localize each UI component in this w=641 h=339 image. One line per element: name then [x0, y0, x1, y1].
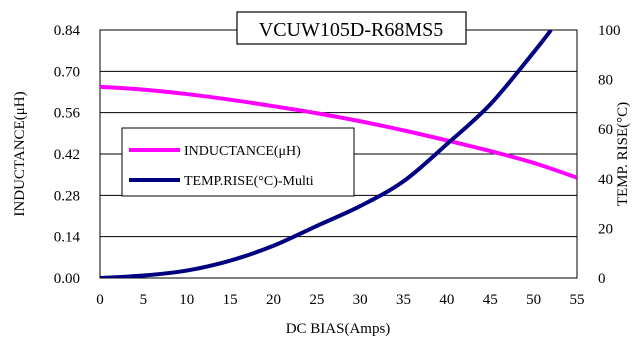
y-left-tick-label-1: 0.14: [54, 230, 81, 246]
x-tick-label-5: 5: [140, 292, 148, 308]
x-tick-labels: 0 5 10 15 20 25 30 35 40 45 50 55: [96, 292, 584, 308]
y-right-tick-labels: 0 20 40 60 80 100: [598, 23, 621, 287]
y-right-tick-label-20: 20: [598, 221, 613, 237]
x-axis-label: DC BIAS(Amps): [286, 321, 391, 337]
series-lines: [100, 30, 577, 278]
x-tick-label-20: 20: [266, 292, 281, 308]
legend-label-inductance: INDUCTANCE(μH): [184, 144, 301, 159]
x-tick-label-50: 50: [526, 292, 541, 308]
series-line-inductance: [100, 84, 577, 180]
chart-title: VCUW105D-R68MS5: [259, 19, 443, 41]
x-tick-label-55: 55: [570, 292, 585, 308]
x-tick-label-30: 30: [353, 292, 368, 308]
x-tick-label-0: 0: [96, 292, 104, 308]
y-right-tick-label-100: 100: [598, 23, 621, 39]
y-left-tick-label-4: 0.56: [54, 106, 81, 122]
y-left-tick-labels: 0.00 0.14 0.28 0.42 0.56 0.70 0.84: [54, 23, 81, 287]
x-tick-label-25: 25: [309, 292, 324, 308]
y-left-tick-label-3: 0.42: [54, 147, 80, 163]
y-left-tick-label-6: 0.84: [54, 23, 81, 39]
y-left-axis-label: INDUCTANCE(μH): [12, 91, 28, 216]
y-right-tick-label-60: 60: [598, 122, 613, 138]
y-right-tick-label-80: 80: [598, 73, 613, 89]
y-left-tick-label-2: 0.28: [54, 188, 80, 204]
legend-box: [121, 127, 355, 197]
x-tick-label-45: 45: [483, 292, 498, 308]
x-tick-label-15: 15: [223, 292, 238, 308]
y-right-tick-label-0: 0: [598, 271, 606, 287]
legend-label-temp-rise: TEMP.RISE(°C)-Multi: [184, 174, 314, 189]
series-line-temp-rise: [100, 30, 553, 278]
y-left-tick-label-0: 0.00: [54, 271, 80, 287]
y-right-tick-label-40: 40: [598, 172, 613, 188]
title-box: [236, 11, 467, 45]
x-tick-label-35: 35: [396, 292, 411, 308]
y-left-tick-label-5: 0.70: [54, 64, 80, 80]
y-right-axis-label: TEMP. RISE(°C): [615, 102, 631, 206]
x-tick-label-40: 40: [439, 292, 454, 308]
x-tick-label-10: 10: [179, 292, 194, 308]
legend: INDUCTANCE(μH) TEMP.RISE(°C)-Multi: [121, 127, 355, 197]
